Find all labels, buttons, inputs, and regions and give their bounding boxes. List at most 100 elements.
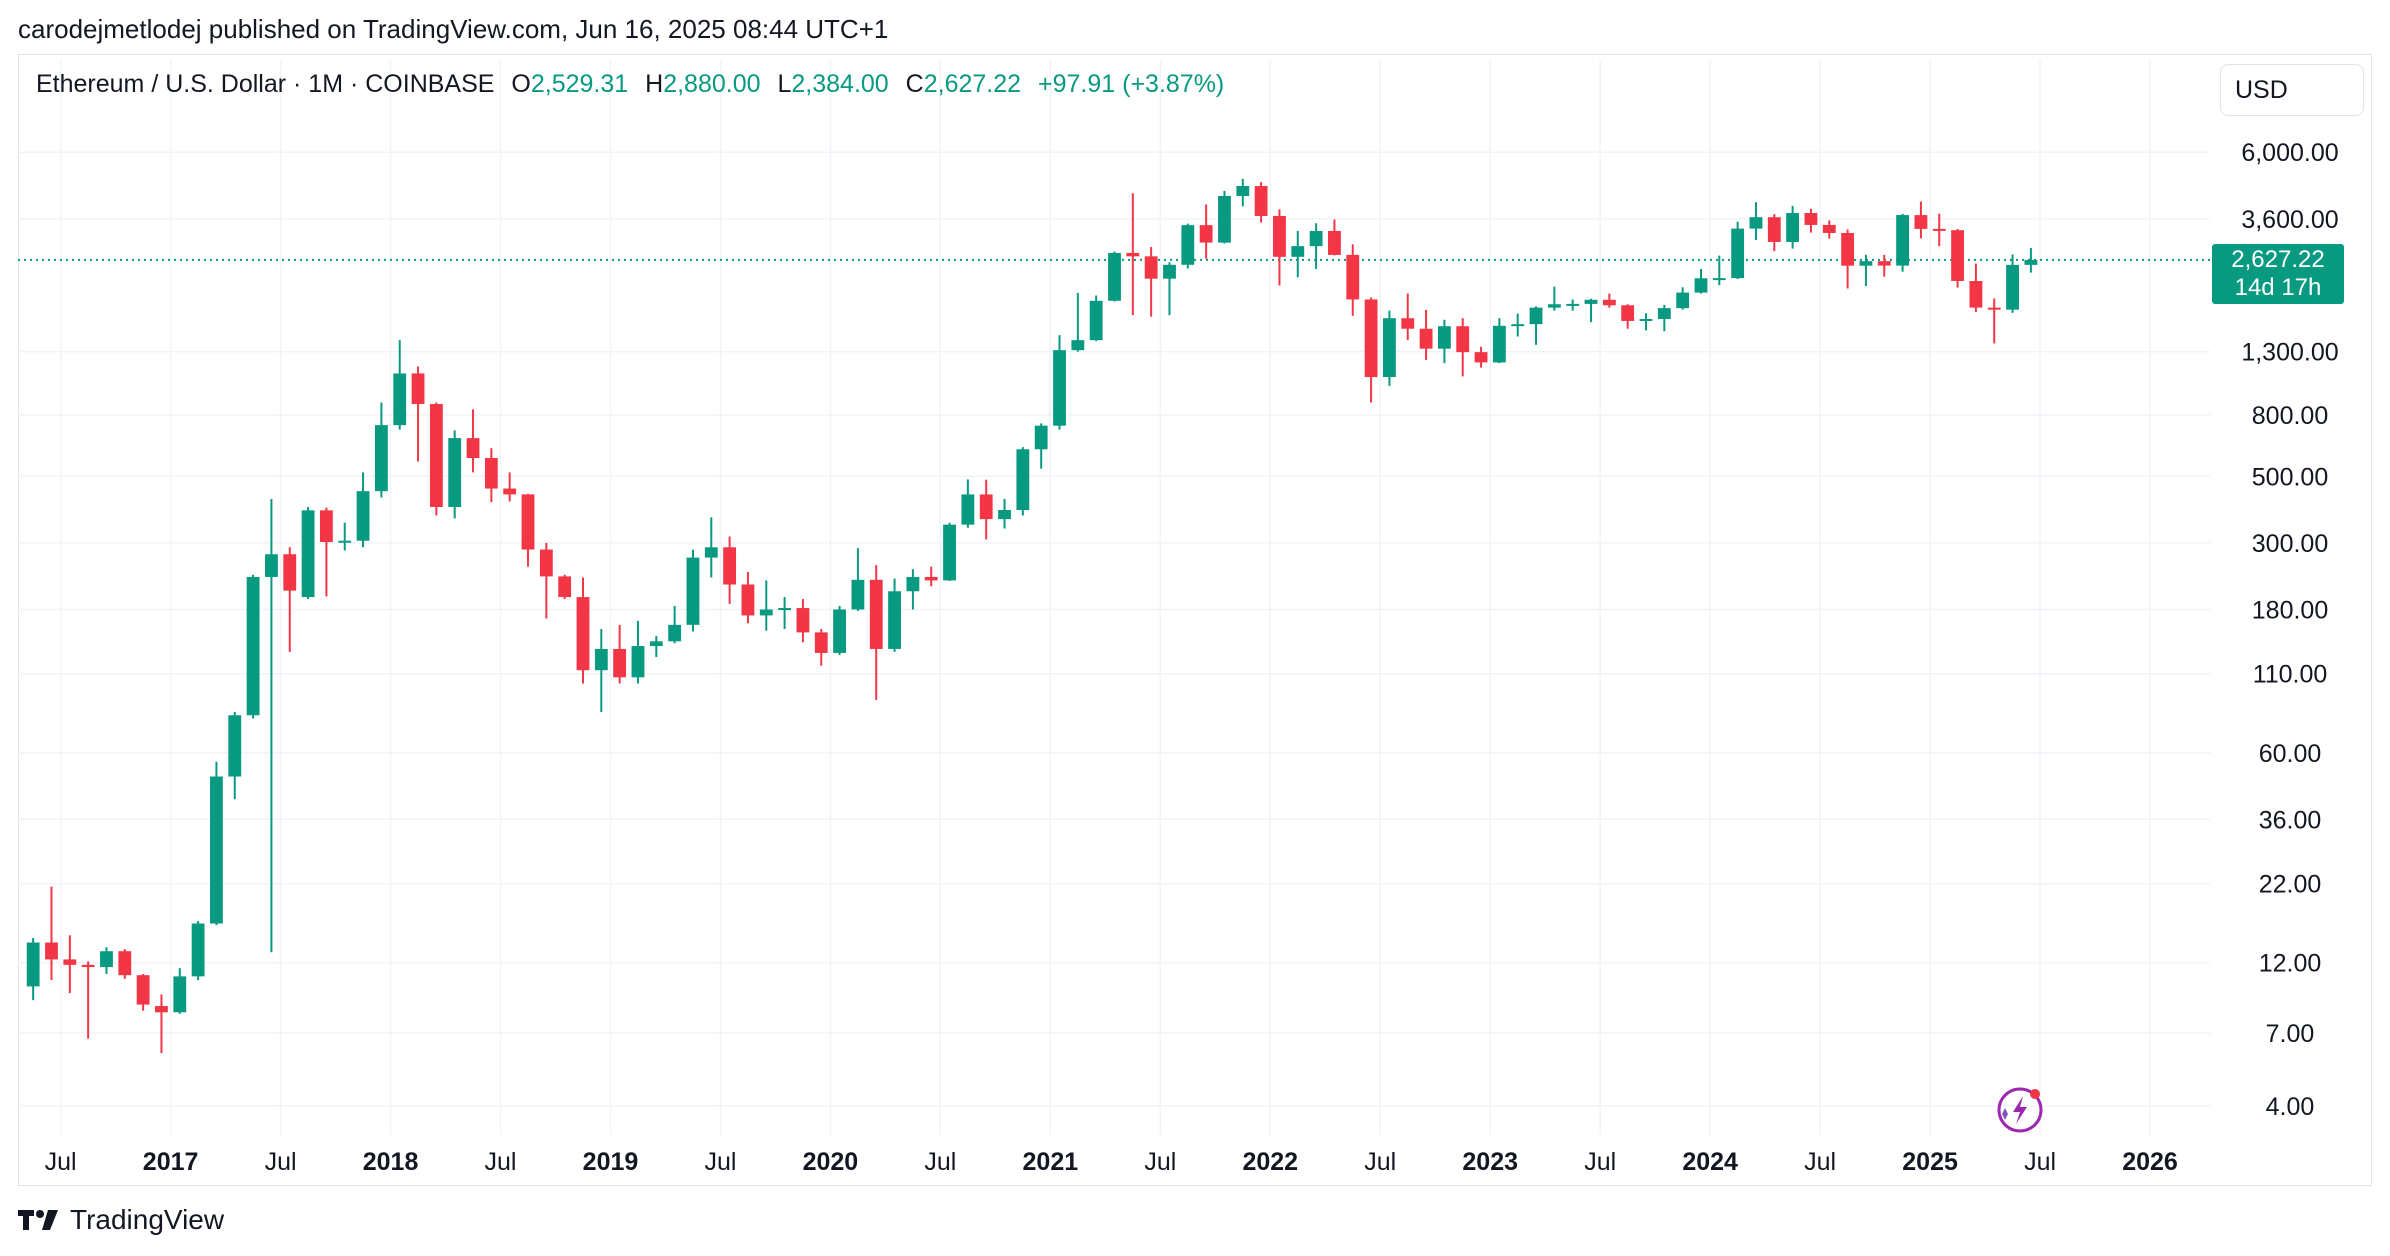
candle[interactable] (888, 578, 901, 652)
candle[interactable] (503, 472, 517, 502)
candle[interactable] (1437, 319, 1451, 364)
candle[interactable] (1529, 306, 1543, 345)
candle[interactable] (191, 921, 205, 981)
candle[interactable] (1786, 205, 1800, 249)
candle[interactable] (649, 635, 663, 658)
candle[interactable] (319, 507, 333, 597)
candle[interactable] (155, 994, 168, 1054)
candle[interactable] (576, 577, 590, 684)
candle[interactable] (1749, 202, 1763, 241)
candle[interactable] (1254, 182, 1268, 223)
candle[interactable] (1621, 304, 1635, 329)
candle[interactable] (558, 574, 572, 600)
candle[interactable] (906, 569, 920, 610)
candle[interactable] (1547, 286, 1561, 311)
footer-brand[interactable]: TradingView (18, 1204, 224, 1236)
candle[interactable] (1236, 178, 1250, 207)
candle[interactable] (45, 886, 58, 981)
spark-assistant-icon[interactable] (1994, 1084, 2046, 1141)
candle[interactable] (1218, 190, 1231, 244)
candle[interactable] (136, 973, 150, 1011)
candle[interactable] (759, 580, 773, 631)
candle[interactable] (521, 493, 535, 567)
candle[interactable] (1731, 221, 1745, 279)
candle[interactable] (1419, 309, 1433, 360)
candle[interactable] (448, 430, 462, 519)
candle[interactable] (2006, 254, 2019, 313)
candle[interactable] (998, 498, 1011, 529)
candle[interactable] (1877, 254, 1891, 277)
candle[interactable] (1566, 299, 1580, 311)
candle[interactable] (979, 479, 993, 540)
candle[interactable] (943, 522, 956, 581)
candle[interactable] (869, 565, 883, 700)
candle[interactable] (1383, 310, 1396, 386)
candle[interactable] (1346, 244, 1360, 316)
candle[interactable] (1712, 255, 1726, 286)
candle[interactable] (778, 597, 792, 629)
candle[interactable] (356, 472, 370, 548)
candle[interactable] (851, 548, 865, 611)
candle[interactable] (210, 761, 223, 926)
candle[interactable] (1951, 228, 1964, 288)
candle[interactable] (1199, 204, 1213, 259)
candle[interactable] (1602, 293, 1616, 308)
candle[interactable] (1291, 230, 1305, 278)
candle[interactable] (814, 628, 828, 666)
candle[interactable] (63, 935, 77, 994)
candle[interactable] (1804, 208, 1818, 233)
candle[interactable] (1089, 295, 1103, 342)
candle[interactable] (1676, 287, 1690, 310)
candle[interactable] (374, 402, 388, 498)
candle[interactable] (924, 566, 938, 587)
candle[interactable] (1584, 298, 1598, 323)
candle[interactable] (411, 366, 425, 462)
candle[interactable] (796, 599, 810, 643)
candle[interactable] (686, 549, 700, 632)
candle[interactable] (1053, 335, 1066, 430)
candle[interactable] (1822, 220, 1836, 239)
candle[interactable] (1144, 247, 1158, 317)
candle[interactable] (1657, 304, 1671, 332)
candle[interactable] (1181, 223, 1195, 269)
candle[interactable] (246, 574, 260, 719)
candle[interactable] (723, 536, 737, 604)
candle[interactable] (1126, 193, 1140, 316)
candle[interactable] (393, 340, 407, 430)
candle[interactable] (484, 448, 498, 503)
candle[interactable] (1328, 219, 1341, 256)
candle[interactable] (1914, 201, 1928, 239)
candle[interactable] (283, 547, 297, 652)
candle[interactable] (301, 506, 315, 600)
candle[interactable] (1767, 214, 1781, 252)
candle[interactable] (1034, 423, 1048, 469)
candle[interactable] (631, 620, 645, 684)
candle[interactable] (429, 402, 443, 516)
candle[interactable] (2024, 247, 2038, 273)
candle[interactable] (1108, 251, 1121, 302)
candle[interactable] (1511, 313, 1525, 337)
candle[interactable] (1071, 292, 1085, 352)
candle[interactable] (1309, 223, 1323, 270)
candle[interactable] (338, 522, 352, 551)
candle[interactable] (466, 409, 480, 473)
candle[interactable] (118, 949, 132, 979)
candle[interactable] (741, 571, 755, 624)
candle[interactable] (1896, 213, 1910, 272)
candle[interactable] (1456, 318, 1470, 377)
candle[interactable] (1401, 293, 1415, 341)
candle[interactable] (1969, 263, 1983, 313)
candle[interactable] (228, 712, 242, 800)
candle[interactable] (1364, 297, 1378, 403)
candle[interactable] (1639, 313, 1653, 331)
candle[interactable] (539, 542, 553, 619)
candle[interactable] (1273, 209, 1286, 286)
candle[interactable] (668, 605, 682, 644)
candle[interactable] (961, 479, 975, 528)
candle[interactable] (1492, 318, 1506, 364)
candle[interactable] (81, 961, 95, 1039)
candle[interactable] (1474, 346, 1488, 368)
candle[interactable] (26, 937, 40, 1001)
candle[interactable] (265, 498, 278, 953)
